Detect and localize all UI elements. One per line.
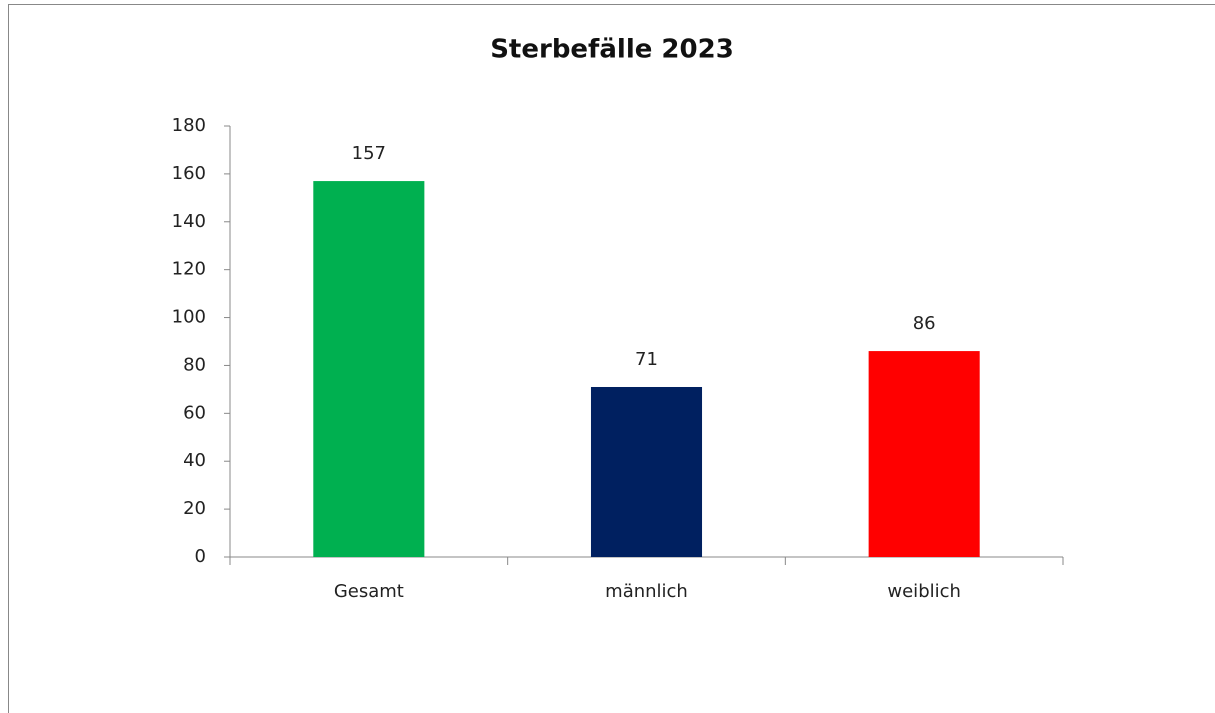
bar <box>868 351 980 557</box>
data-label: 157 <box>352 143 386 164</box>
y-tick-label: 140 <box>172 211 206 232</box>
y-tick-label: 180 <box>172 115 206 136</box>
y-tick-label: 20 <box>183 498 206 519</box>
y-tick-label: 100 <box>172 307 206 328</box>
x-tick-label: Gesamt <box>334 581 404 602</box>
bar <box>313 181 425 558</box>
chart-border <box>8 4 1215 713</box>
chart-title: Sterbefälle 2023 <box>490 35 734 65</box>
x-tick-label: männlich <box>605 581 688 602</box>
y-tick-label: 60 <box>183 402 206 423</box>
y-tick-label: 120 <box>172 259 206 280</box>
y-tick-label: 160 <box>172 163 206 184</box>
data-label: 86 <box>913 313 936 334</box>
y-tick-label: 40 <box>183 450 206 471</box>
y-tick-label: 0 <box>195 546 206 567</box>
y-tick-label: 80 <box>183 354 206 375</box>
data-label: 71 <box>635 349 658 370</box>
x-tick-label: weiblich <box>887 581 961 602</box>
bar <box>590 386 703 557</box>
